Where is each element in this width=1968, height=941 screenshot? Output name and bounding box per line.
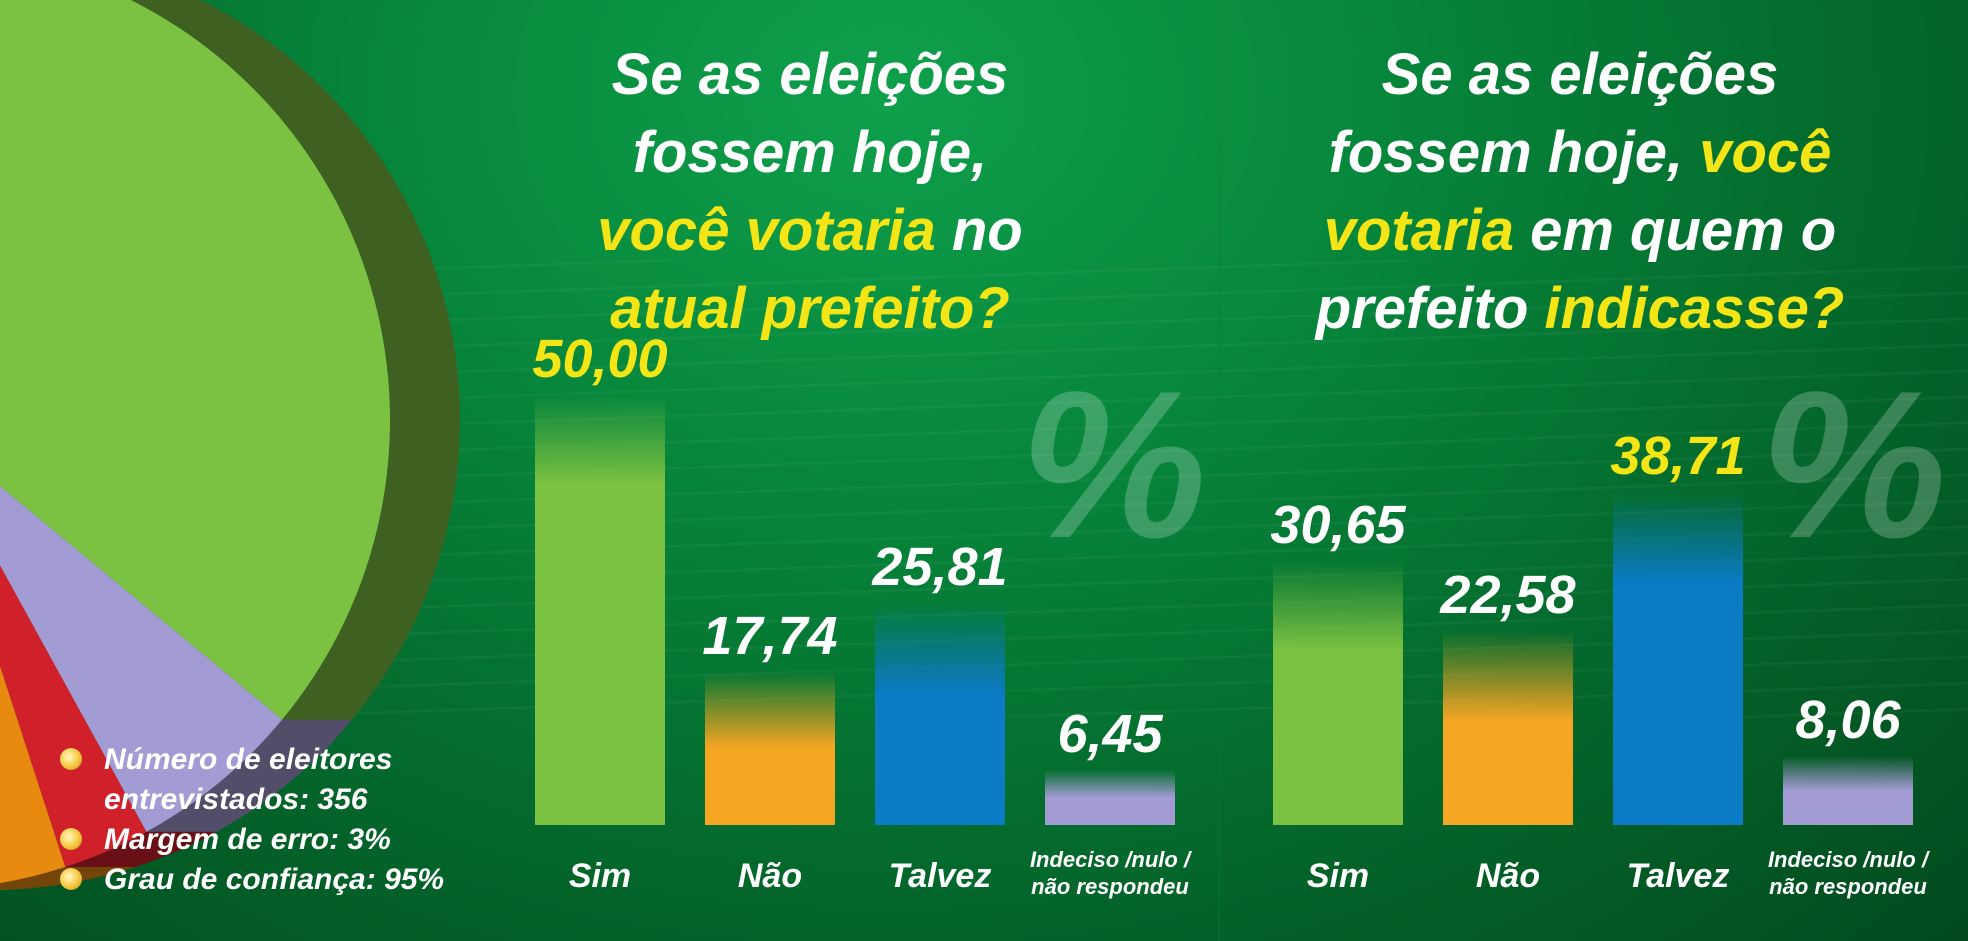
bar-left-3: [1045, 769, 1175, 825]
note-respondents: Número de eleitores entrevistados: 356: [104, 743, 393, 816]
bar-right-1: [1443, 630, 1573, 825]
title-left-line-3: você votaria no: [540, 192, 1080, 270]
survey-notes: Número de eleitores entrevistados: 356 M…: [60, 740, 544, 900]
pie-slice-side-0: [130, 0, 460, 720]
value-label-right-0: 30,65: [1270, 495, 1406, 556]
pie-slice-3: [0, 666, 66, 884]
value-label-right-3: 8,06: [1795, 689, 1901, 750]
title-right-line-1: Se as eleições: [1381, 42, 1779, 107]
panel-divider: [1218, 0, 1220, 941]
title-right-highlight-2: votaria: [1323, 198, 1514, 263]
category-label-left-1: Não: [737, 857, 803, 895]
bullet-icon: [60, 828, 82, 850]
bar-left-2: [875, 603, 1005, 825]
title-left-line-3-rest: no: [935, 198, 1023, 263]
percent-sign-left: %: [1020, 347, 1207, 582]
value-label-left-2: 25,81: [872, 537, 1008, 598]
title-right-line-2-plain: fossem hoje,: [1328, 120, 1700, 185]
title-right-line-3: votaria em quem o: [1270, 192, 1890, 270]
title-right-line-4: prefeito indicasse?: [1270, 270, 1890, 348]
note-item: Margem de erro: 3%: [60, 820, 544, 860]
title-right-highlight-3: indicasse?: [1544, 276, 1845, 341]
pie-chart: [0, 0, 460, 890]
category-label-right-2: Talvez: [1626, 857, 1730, 895]
title-right-highlight-1: você: [1699, 120, 1832, 185]
chart-title-left: Se as eleições fossem hoje, você votaria…: [540, 36, 1080, 348]
pie-slice-side-1: [146, 719, 353, 832]
title-right-line-4-plain: prefeito: [1315, 276, 1545, 341]
chart-title-right: Se as eleições fossem hoje, você votaria…: [1270, 36, 1890, 348]
category-label-left-2: Talvez: [888, 857, 992, 895]
category-label-right-0: Sim: [1306, 857, 1370, 895]
title-right-line-3-rest: em quem o: [1513, 198, 1837, 263]
category-label-right-1: Não: [1475, 857, 1541, 895]
bar-right-3: [1783, 755, 1913, 825]
value-label-right-1: 22,58: [1440, 564, 1576, 625]
bullet-icon: [60, 868, 82, 890]
category-label-left-3: Indeciso /nulo / não respondeu: [1029, 847, 1191, 899]
title-left-line-2: fossem hoje,: [632, 120, 988, 185]
note-item: Número de eleitores entrevistados: 356: [60, 740, 544, 820]
value-label-left-0: 50,00: [532, 329, 668, 389]
title-left-highlight-2: atual prefeito?: [610, 276, 1010, 341]
title-left-highlight-1: você votaria: [597, 198, 936, 263]
category-label-right-3: Indeciso /nulo / não respondeu: [1767, 847, 1929, 899]
pie-slice-1: [0, 486, 283, 832]
value-label-left-3: 6,45: [1057, 703, 1163, 764]
value-label-right-2: 38,71: [1610, 426, 1746, 487]
note-margin-error: Margem de erro: 3%: [104, 823, 391, 856]
category-label-left-0: Sim: [568, 857, 632, 895]
pie-slice-side-2: [65, 831, 217, 867]
note-confidence: Grau de confiança: 95%: [104, 863, 445, 896]
pie-slice-0: [0, 0, 390, 720]
pie-slice-2: [0, 565, 147, 867]
bar-left-0: [535, 395, 665, 825]
value-label-left-1: 17,74: [702, 606, 838, 667]
bullet-icon: [60, 748, 82, 770]
percent-sign-right: %: [1760, 347, 1947, 582]
bar-right-0: [1273, 561, 1403, 825]
title-left-line-1: Se as eleições: [611, 42, 1009, 107]
bar-right-2: [1613, 492, 1743, 825]
pie-slice-side-4: [0, 889, 20, 890]
title-right-line-2: fossem hoje, você: [1270, 114, 1890, 192]
note-item: Grau de confiança: 95%: [60, 860, 544, 900]
bar-left-1: [705, 672, 835, 825]
